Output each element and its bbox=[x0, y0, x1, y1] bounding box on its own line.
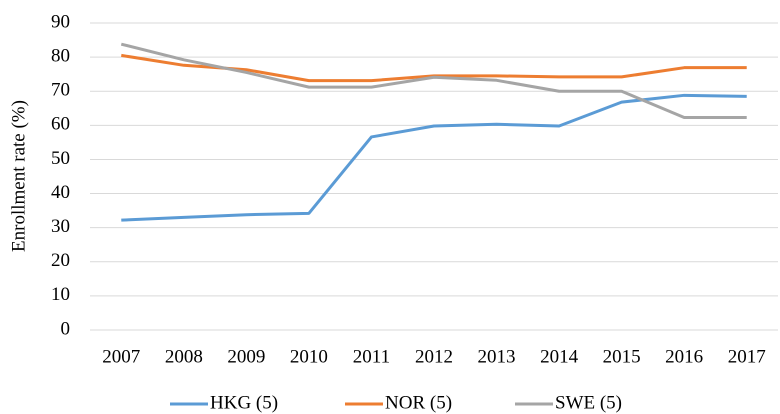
y-tick-label: 30 bbox=[51, 216, 70, 237]
x-tick-label: 2013 bbox=[478, 346, 516, 367]
x-tick-label: 2011 bbox=[353, 346, 390, 367]
y-tick-label: 20 bbox=[51, 250, 70, 271]
x-tick-label: 2016 bbox=[665, 346, 703, 367]
y-tick-label: 40 bbox=[51, 182, 70, 203]
y-tick-label: 70 bbox=[51, 80, 70, 101]
x-tick-label: 2015 bbox=[603, 346, 641, 367]
legend-label: SWE (5) bbox=[555, 392, 622, 413]
x-tick-label: 2017 bbox=[728, 346, 766, 367]
legend-label: NOR (5) bbox=[385, 392, 452, 413]
y-tick-label: 10 bbox=[51, 284, 70, 305]
x-tick-label: 2010 bbox=[290, 346, 328, 367]
x-tick-label: 2014 bbox=[540, 346, 579, 367]
line-series bbox=[120, 42, 747, 119]
y-axis-label: Enrollment rate (%) bbox=[8, 100, 29, 252]
x-tick-label: 2008 bbox=[165, 346, 203, 367]
y-tick-label: 80 bbox=[51, 45, 70, 66]
line-series bbox=[121, 93, 747, 222]
x-tick-label: 2009 bbox=[227, 346, 265, 367]
x-tick-label: 2012 bbox=[415, 346, 453, 367]
y-tick-label: 90 bbox=[51, 11, 70, 32]
legend-label: HKG (5) bbox=[210, 392, 278, 413]
y-tick-label: 0 bbox=[61, 318, 71, 339]
y-tick-label: 60 bbox=[51, 114, 70, 135]
y-tick-label: 50 bbox=[51, 148, 70, 169]
x-tick-label: 2007 bbox=[102, 346, 140, 367]
